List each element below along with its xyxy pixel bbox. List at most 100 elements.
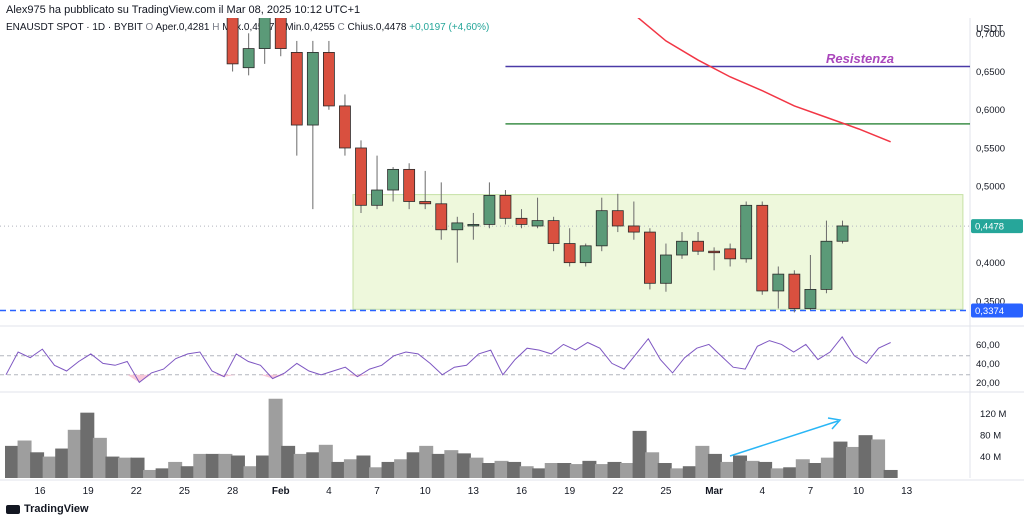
- volume-bar: [369, 467, 384, 478]
- volume-bar: [733, 455, 748, 478]
- candle: [756, 201, 769, 295]
- candle-body: [595, 210, 608, 247]
- time-tick-label: 4: [759, 486, 765, 497]
- volume-bar: [80, 412, 95, 478]
- time-tick-label: 16: [516, 486, 528, 497]
- volume-bar: [55, 448, 70, 478]
- volume-bar: [130, 457, 145, 478]
- volume-bar: [30, 452, 45, 478]
- candle-body: [611, 210, 624, 227]
- candle: [290, 40, 303, 156]
- candle: [740, 201, 753, 263]
- low-value: Min.0,4255: [285, 22, 335, 33]
- time-tick-label: 25: [660, 486, 672, 497]
- candle-body: [547, 220, 560, 244]
- candle: [627, 201, 640, 240]
- candle: [772, 266, 785, 309]
- volume-bar: [808, 463, 823, 478]
- volume-bar: [318, 444, 333, 478]
- range-box: [352, 194, 964, 310]
- candle-body: [371, 189, 383, 206]
- candle-body: [531, 220, 544, 227]
- time-tick-label: 4: [326, 486, 332, 497]
- brand-name: TradingView: [24, 503, 89, 515]
- rsi-tick-label: 60,00: [976, 340, 1000, 351]
- candle: [274, 18, 287, 57]
- candle-body: [258, 18, 271, 49]
- rsi-oversold-fill: [127, 374, 370, 383]
- volume-bar: [193, 453, 208, 478]
- candle-body: [467, 224, 480, 227]
- candle-body: [676, 240, 688, 256]
- volume-bar: [67, 429, 82, 478]
- volume-bar: [230, 455, 245, 478]
- candle-body: [419, 201, 432, 205]
- volume-bar: [331, 461, 346, 478]
- candle-body: [772, 273, 785, 292]
- candle: [451, 216, 464, 263]
- volume-bar: [143, 469, 158, 478]
- candle-body: [660, 254, 672, 284]
- candle: [692, 232, 704, 256]
- volume-bar: [306, 452, 321, 478]
- price-tick-label: 0,5500: [976, 143, 1005, 154]
- candle-body: [692, 240, 704, 252]
- volume-bar: [519, 466, 534, 478]
- candle-body: [515, 217, 528, 225]
- candle: [483, 182, 496, 229]
- rsi-tick-label: 20,00: [976, 378, 1000, 389]
- volume-bar: [682, 466, 697, 478]
- candle: [258, 18, 271, 64]
- candle: [644, 228, 656, 290]
- publisher-line: Alex975 ha pubblicato su TradingView.com…: [6, 4, 361, 16]
- price-tick-label: 0,6000: [976, 105, 1005, 116]
- volume-bar: [795, 459, 810, 478]
- volume-bar: [5, 445, 19, 478]
- time-tick-label: Mar: [705, 486, 723, 497]
- candle-body: [740, 204, 753, 260]
- candle: [226, 18, 239, 72]
- candle-body: [242, 48, 255, 69]
- candle-body: [274, 18, 287, 49]
- tradingview-brand[interactable]: TradingView: [6, 503, 89, 515]
- volume-trend-arrow: [729, 420, 839, 457]
- time-tick-label: 22: [131, 486, 143, 497]
- volume-bar: [406, 452, 421, 478]
- candle-body: [355, 147, 367, 206]
- volume-bar: [845, 446, 860, 478]
- time-tick-label: 25: [179, 486, 191, 497]
- candle-body: [306, 52, 319, 126]
- price-tag: [971, 219, 1023, 234]
- resistance-annotation: Resistenza: [826, 51, 894, 66]
- volume-bar: [557, 463, 572, 478]
- volume-bar: [645, 452, 660, 478]
- volume-bar: [833, 441, 848, 478]
- volume-bar: [883, 469, 898, 478]
- volume-bar: [544, 463, 559, 478]
- candle: [724, 243, 737, 267]
- candle: [435, 182, 448, 240]
- candle-body: [644, 231, 656, 284]
- time-tick-label: 19: [564, 486, 576, 497]
- time-tick-label: 19: [83, 486, 95, 497]
- price-tag: [971, 303, 1023, 318]
- volume-bar: [456, 453, 471, 478]
- candle-body: [226, 18, 239, 65]
- volume-bar: [469, 457, 484, 478]
- candle-body: [627, 225, 640, 233]
- volume-bar: [419, 445, 434, 478]
- candle-body: [403, 168, 416, 202]
- candle-body: [820, 240, 833, 290]
- candle-body: [499, 194, 512, 219]
- candle: [676, 232, 688, 259]
- time-tick-label: 10: [853, 486, 865, 497]
- volume-bar: [657, 463, 672, 478]
- candle-body: [435, 203, 448, 231]
- candle: [708, 247, 720, 271]
- candle: [660, 243, 672, 292]
- volume-bar: [356, 455, 371, 478]
- volume-bar: [256, 455, 271, 478]
- volume-bar: [620, 463, 635, 478]
- volume-bar: [783, 467, 798, 478]
